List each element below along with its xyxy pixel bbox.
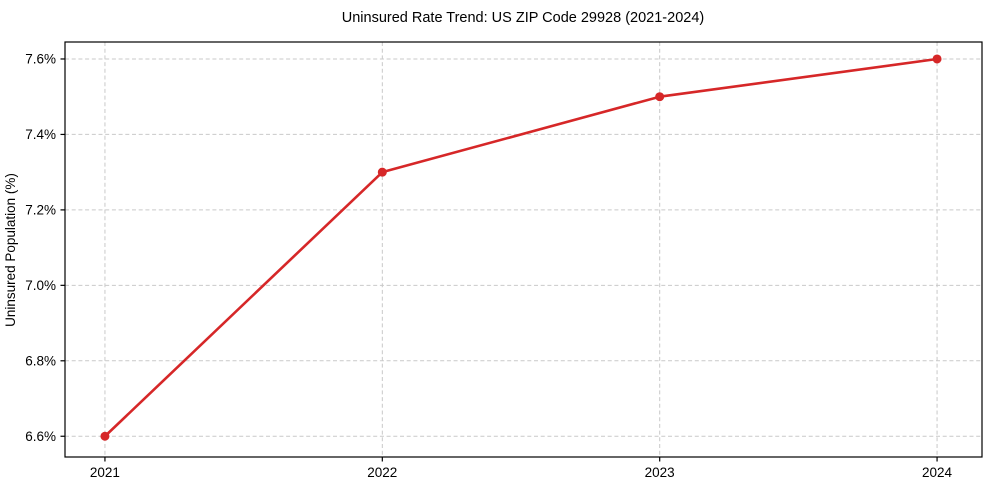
y-tick-label: 7.0% (25, 278, 56, 293)
plot-border (64, 41, 983, 458)
y-tick-label: 6.8% (25, 353, 56, 368)
y-axis-label: Uninsured Population (%) (3, 173, 18, 327)
y-tick-label: 7.6% (25, 52, 56, 67)
data-point-marker (655, 92, 665, 102)
y-tick-label: 7.2% (25, 203, 56, 218)
data-point-marker (932, 54, 942, 64)
data-point-marker (100, 431, 110, 441)
y-tick-label: 6.6% (25, 429, 56, 444)
x-tick-label: 2021 (90, 465, 120, 480)
y-tick-label: 7.4% (25, 127, 56, 142)
chart-title: Uninsured Rate Trend: US ZIP Code 29928 … (342, 10, 704, 26)
chart-layers: 6.6% 6.8% 7.0% 7.2% 7.4% 7.6% 2021 2022 2023 2024 (25, 41, 983, 480)
x-tick-label: 2024 (922, 465, 953, 480)
x-tick-label: 2022 (367, 465, 397, 480)
data-point-marker (377, 167, 387, 177)
x-tick-label: 2023 (645, 465, 675, 480)
trend-line (103, 57, 939, 438)
